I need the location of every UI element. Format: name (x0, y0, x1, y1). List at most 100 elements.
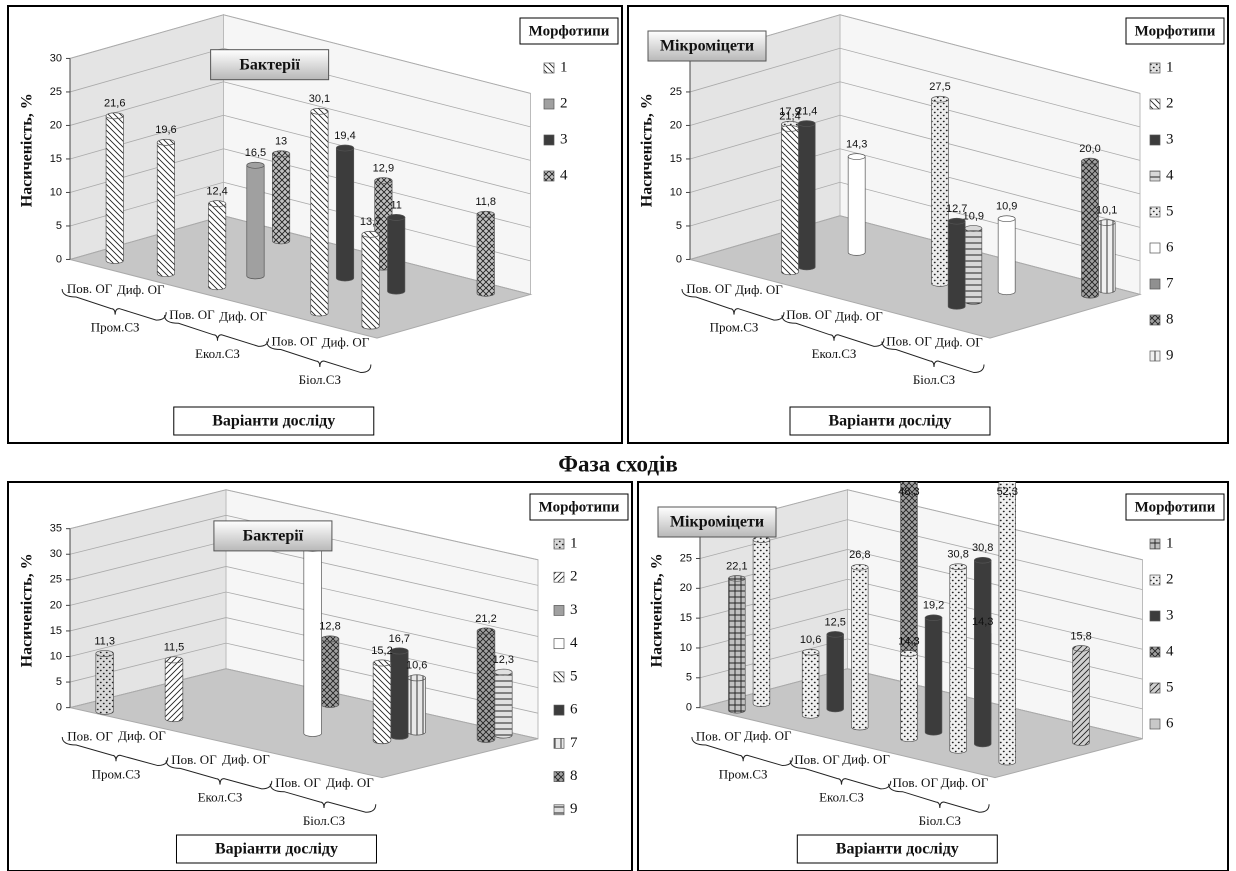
legend-label: 5 (570, 668, 578, 684)
legend-swatch (1149, 278, 1161, 290)
legend-swatch (1149, 170, 1161, 182)
cylinder (949, 563, 967, 754)
chart-panel: 0510152025301312,911,819,41116,521,619,6… (7, 5, 623, 444)
legend-swatch (1149, 206, 1161, 218)
cylinder-body (208, 203, 227, 291)
y-tick-label: 10 (50, 186, 62, 198)
cylinder (390, 647, 409, 740)
legend-label: 6 (1166, 715, 1174, 731)
y-tick-label: 30 (50, 52, 62, 64)
grid-line (69, 489, 539, 561)
cylinder (387, 214, 406, 295)
cylinder (728, 575, 746, 714)
cylinder-body (476, 630, 496, 743)
legend-label: 7 (570, 735, 578, 751)
cylinder (246, 161, 265, 280)
grid-line (689, 81, 1141, 161)
x-axis-title: Варіанти досліду (828, 413, 951, 430)
cylinder-body (924, 617, 943, 736)
cylinder-top (947, 217, 966, 225)
value-label: 12,3 (493, 654, 514, 666)
legend-swatch (553, 737, 565, 749)
value-label: 21,6 (104, 98, 125, 110)
group-brace (61, 736, 169, 767)
cylinder-top (164, 656, 184, 664)
cylinder (973, 556, 992, 748)
y-tick-label: 10 (680, 642, 692, 654)
cylinder (931, 95, 949, 287)
cylinder-top (390, 647, 409, 655)
group-brace (165, 760, 273, 790)
legend-swatch (553, 571, 565, 583)
x-tick-label: Пов. ОГ (794, 752, 840, 767)
legend-title-box (1125, 17, 1225, 45)
value-label: 10,6 (800, 634, 821, 646)
value-label: 19,6 (155, 124, 176, 136)
x-tick-label: Пов. ОГ (171, 752, 217, 767)
y-tick-label: 0 (676, 253, 682, 265)
grid-line (69, 668, 539, 740)
legend-swatch (543, 98, 555, 110)
grid-line (69, 14, 531, 94)
legend-title: Морфотипи (539, 499, 620, 515)
legend-label: 4 (1166, 167, 1174, 183)
group-brace (163, 315, 270, 347)
x-tick-label: Пов. ОГ (169, 307, 215, 322)
cylinder (105, 112, 124, 264)
cylinder-body (797, 123, 816, 271)
cylinder-body (387, 217, 406, 295)
x-tick-label: Пов. ОГ (67, 728, 113, 743)
y-tick-label: 0 (686, 702, 692, 714)
chart-title-box (210, 49, 330, 81)
value-label: 12,4 (206, 186, 227, 198)
value-label: 52,3 (997, 486, 1018, 498)
grid-line (699, 608, 1143, 680)
cylinder (801, 648, 820, 719)
grid-line (69, 81, 531, 161)
cylinder-body (998, 482, 1016, 766)
legend-swatch (543, 170, 555, 182)
value-label: 17,9 (779, 106, 800, 118)
cylinder (320, 635, 340, 708)
cylinder-body (335, 147, 355, 282)
cylinder-body (964, 228, 983, 305)
cylinder-top (361, 230, 380, 238)
cylinder-body (851, 566, 869, 731)
cylinder-top (973, 556, 992, 564)
cylinder-body (494, 671, 513, 739)
cylinder-top (372, 659, 392, 667)
group-label: Пром.СЗ (91, 320, 140, 335)
cylinder-top (272, 150, 291, 158)
x-tick-label: Пов. ОГ (696, 728, 742, 743)
value-label: 15,8 (1070, 630, 1091, 642)
legend-title: Морфотипи (1135, 23, 1216, 39)
cylinder-body (974, 559, 992, 748)
chart-title: Мікроміцети (660, 38, 754, 55)
cylinder-top (801, 648, 820, 656)
x-tick-label: Пов. ОГ (686, 281, 732, 296)
x-tick-label: Диф. ОГ (835, 308, 883, 323)
legend-swatch (553, 605, 565, 616)
cylinder (310, 107, 329, 317)
cylinder-top (407, 674, 426, 682)
value-label: 10,1 (1096, 205, 1117, 217)
cylinder-body (164, 659, 184, 723)
cylinder-body (931, 98, 949, 287)
group-label: Пром.СЗ (719, 766, 768, 781)
group-label: Екол.СЗ (195, 346, 240, 361)
y-tick-label: 5 (56, 676, 62, 688)
cylinder (997, 215, 1016, 296)
legend-swatch (1149, 314, 1161, 326)
cylinder-top (728, 575, 746, 582)
grid-line (69, 591, 539, 663)
legend-label: 5 (1166, 679, 1174, 695)
cylinder-body (105, 115, 124, 264)
group-brace (789, 760, 892, 790)
cylinder-top (320, 635, 340, 643)
value-label: 48,3 (898, 486, 919, 498)
cylinder-top (964, 225, 983, 232)
legend-swatch (543, 134, 555, 146)
x-axis-title: Варіанти досліду (836, 841, 959, 858)
cylinder-top (105, 112, 124, 120)
cylinder-top (949, 563, 967, 570)
